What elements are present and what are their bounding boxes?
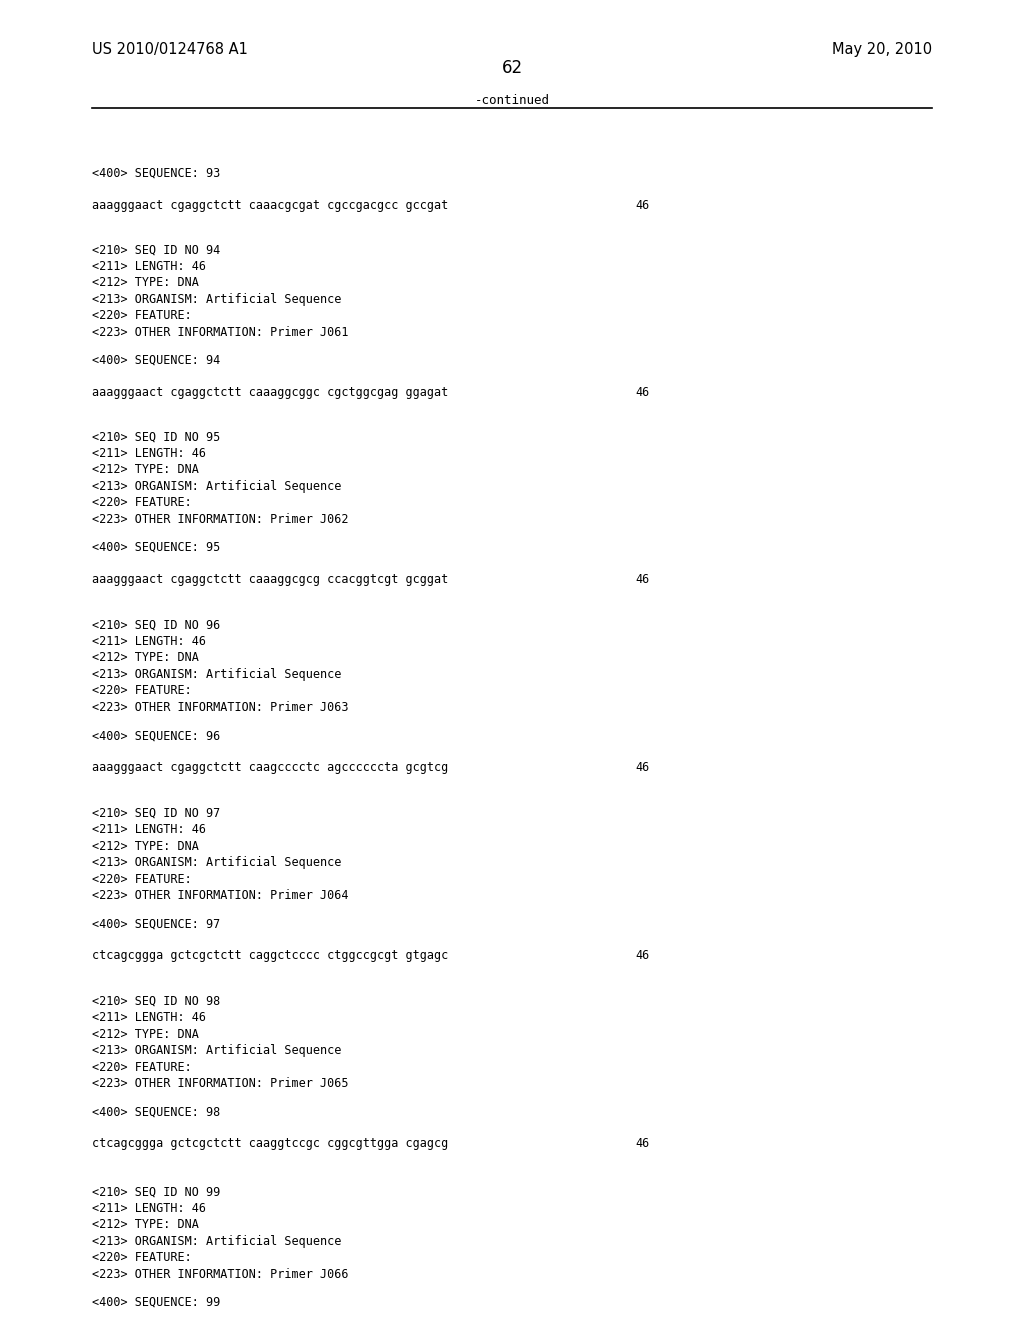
Text: <223> OTHER INFORMATION: Primer J063: <223> OTHER INFORMATION: Primer J063 — [92, 701, 348, 714]
Text: 46: 46 — [635, 760, 649, 774]
Text: <400> SEQUENCE: 93: <400> SEQUENCE: 93 — [92, 166, 220, 180]
Text: US 2010/0124768 A1: US 2010/0124768 A1 — [92, 42, 248, 57]
Text: <211> LENGTH: 46: <211> LENGTH: 46 — [92, 824, 206, 836]
Text: <213> ORGANISM: Artificial Sequence: <213> ORGANISM: Artificial Sequence — [92, 479, 342, 492]
Text: <400> SEQUENCE: 99: <400> SEQUENCE: 99 — [92, 1296, 220, 1309]
Text: <213> ORGANISM: Artificial Sequence: <213> ORGANISM: Artificial Sequence — [92, 668, 342, 681]
Text: 46: 46 — [635, 1137, 649, 1150]
Text: <400> SEQUENCE: 94: <400> SEQUENCE: 94 — [92, 354, 220, 367]
Text: <213> ORGANISM: Artificial Sequence: <213> ORGANISM: Artificial Sequence — [92, 1234, 342, 1247]
Text: ctcagcggga gctcgctctt caaggtccgc cggcgttgga cgagcg: ctcagcggga gctcgctctt caaggtccgc cggcgtt… — [92, 1137, 449, 1150]
Text: 46: 46 — [635, 949, 649, 962]
Text: <210> SEQ ID NO 96: <210> SEQ ID NO 96 — [92, 619, 220, 631]
Text: <210> SEQ ID NO 99: <210> SEQ ID NO 99 — [92, 1185, 220, 1199]
Text: <211> LENGTH: 46: <211> LENGTH: 46 — [92, 1011, 206, 1024]
Text: <213> ORGANISM: Artificial Sequence: <213> ORGANISM: Artificial Sequence — [92, 1044, 342, 1057]
Text: 46: 46 — [635, 573, 649, 586]
Text: <212> TYPE: DNA: <212> TYPE: DNA — [92, 463, 199, 477]
Text: <212> TYPE: DNA: <212> TYPE: DNA — [92, 1218, 199, 1232]
Text: aaagggaact cgaggctctt caaacgcgat cgccgacgcc gccgat: aaagggaact cgaggctctt caaacgcgat cgccgac… — [92, 199, 449, 211]
Text: May 20, 2010: May 20, 2010 — [831, 42, 932, 57]
Text: <223> OTHER INFORMATION: Primer J066: <223> OTHER INFORMATION: Primer J066 — [92, 1267, 348, 1280]
Text: <220> FEATURE:: <220> FEATURE: — [92, 1251, 191, 1265]
Text: <212> TYPE: DNA: <212> TYPE: DNA — [92, 840, 199, 853]
Text: <210> SEQ ID NO 98: <210> SEQ ID NO 98 — [92, 995, 220, 1007]
Text: 46: 46 — [635, 385, 649, 399]
Text: <213> ORGANISM: Artificial Sequence: <213> ORGANISM: Artificial Sequence — [92, 857, 342, 869]
Text: 62: 62 — [502, 59, 522, 77]
Text: <400> SEQUENCE: 95: <400> SEQUENCE: 95 — [92, 541, 220, 554]
Text: <211> LENGTH: 46: <211> LENGTH: 46 — [92, 260, 206, 273]
Text: <211> LENGTH: 46: <211> LENGTH: 46 — [92, 447, 206, 459]
Text: <220> FEATURE:: <220> FEATURE: — [92, 496, 191, 510]
Text: <220> FEATURE:: <220> FEATURE: — [92, 309, 191, 322]
Text: <400> SEQUENCE: 97: <400> SEQUENCE: 97 — [92, 917, 220, 931]
Text: <220> FEATURE:: <220> FEATURE: — [92, 684, 191, 697]
Text: aaagggaact cgaggctctt caagcccctc agccccccta gcgtcg: aaagggaact cgaggctctt caagcccctc agccccc… — [92, 760, 449, 774]
Text: <223> OTHER INFORMATION: Primer J061: <223> OTHER INFORMATION: Primer J061 — [92, 326, 348, 339]
Text: ctcagcggga gctcgctctt caggctcccc ctggccgcgt gtgagc: ctcagcggga gctcgctctt caggctcccc ctggccg… — [92, 949, 449, 962]
Text: <210> SEQ ID NO 94: <210> SEQ ID NO 94 — [92, 243, 220, 256]
Text: aaagggaact cgaggctctt caaaggcgcg ccacggtcgt gcggat: aaagggaact cgaggctctt caaaggcgcg ccacggt… — [92, 573, 449, 586]
Text: 46: 46 — [635, 199, 649, 211]
Text: <212> TYPE: DNA: <212> TYPE: DNA — [92, 1028, 199, 1040]
Text: -continued: -continued — [474, 94, 550, 107]
Text: <223> OTHER INFORMATION: Primer J062: <223> OTHER INFORMATION: Primer J062 — [92, 512, 348, 525]
Text: <213> ORGANISM: Artificial Sequence: <213> ORGANISM: Artificial Sequence — [92, 293, 342, 306]
Text: <223> OTHER INFORMATION: Primer J064: <223> OTHER INFORMATION: Primer J064 — [92, 888, 348, 902]
Text: <210> SEQ ID NO 95: <210> SEQ ID NO 95 — [92, 430, 220, 444]
Text: <220> FEATURE:: <220> FEATURE: — [92, 1061, 191, 1073]
Text: <220> FEATURE:: <220> FEATURE: — [92, 873, 191, 886]
Text: <400> SEQUENCE: 98: <400> SEQUENCE: 98 — [92, 1105, 220, 1118]
Text: <223> OTHER INFORMATION: Primer J065: <223> OTHER INFORMATION: Primer J065 — [92, 1077, 348, 1090]
Text: <211> LENGTH: 46: <211> LENGTH: 46 — [92, 635, 206, 648]
Text: aaagggaact cgaggctctt caaaggcggc cgctggcgag ggagat: aaagggaact cgaggctctt caaaggcggc cgctggc… — [92, 385, 449, 399]
Text: <210> SEQ ID NO 97: <210> SEQ ID NO 97 — [92, 807, 220, 820]
Text: <212> TYPE: DNA: <212> TYPE: DNA — [92, 652, 199, 664]
Text: <400> SEQUENCE: 96: <400> SEQUENCE: 96 — [92, 729, 220, 742]
Text: <212> TYPE: DNA: <212> TYPE: DNA — [92, 276, 199, 289]
Text: <211> LENGTH: 46: <211> LENGTH: 46 — [92, 1201, 206, 1214]
